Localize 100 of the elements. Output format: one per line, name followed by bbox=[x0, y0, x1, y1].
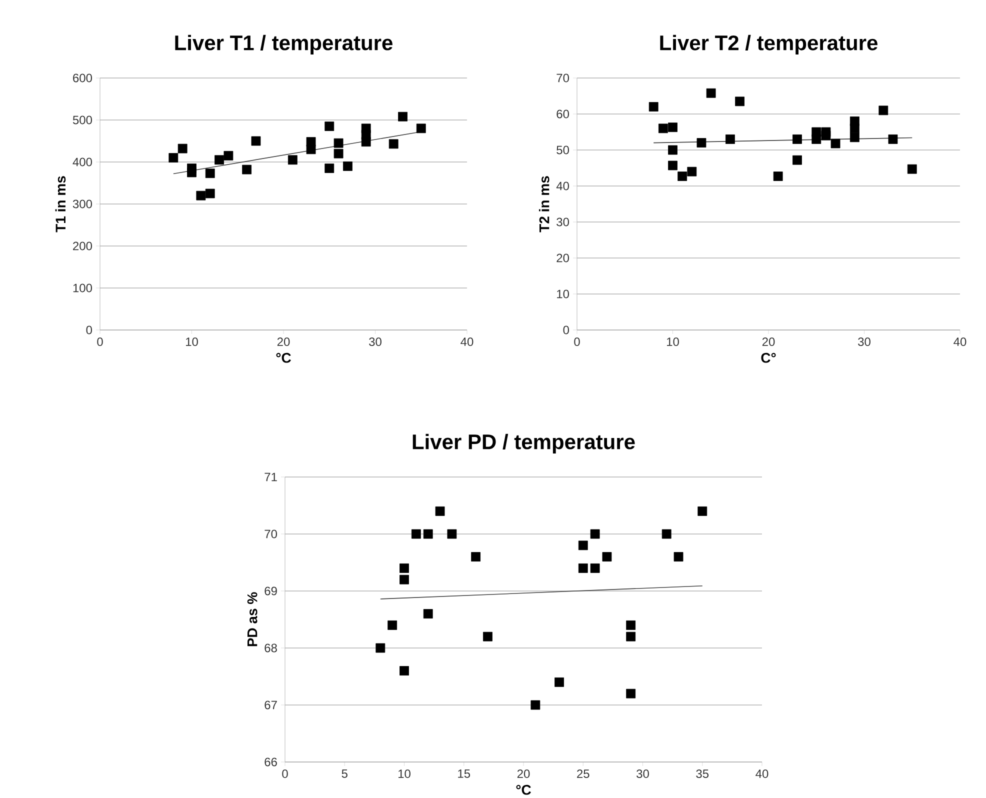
x-axis-title: °C bbox=[516, 784, 531, 795]
point bbox=[530, 700, 540, 710]
y-tick-label: 68 bbox=[264, 644, 277, 652]
x-tick-label: 10 bbox=[398, 769, 410, 778]
point bbox=[668, 145, 678, 155]
y-tick-label: 70 bbox=[556, 74, 570, 82]
point bbox=[830, 138, 840, 148]
point bbox=[251, 136, 261, 146]
point bbox=[687, 166, 697, 176]
point bbox=[187, 168, 196, 178]
x-tick-label: 30 bbox=[858, 337, 870, 346]
x-tick-label: 0 bbox=[97, 337, 103, 346]
point bbox=[205, 188, 215, 198]
point bbox=[696, 138, 706, 148]
point bbox=[376, 643, 386, 653]
x-tick-label: 10 bbox=[186, 337, 198, 346]
point bbox=[306, 144, 316, 154]
point bbox=[773, 172, 783, 181]
y-tick-label: 70 bbox=[264, 530, 278, 538]
x-tick-label: 40 bbox=[756, 769, 768, 778]
point bbox=[423, 609, 433, 618]
point bbox=[626, 688, 636, 698]
y-tick-label: 10 bbox=[557, 290, 570, 298]
y-tick-label: 500 bbox=[72, 116, 92, 124]
x-tick-label: 5 bbox=[342, 769, 348, 778]
x-tick-label: 15 bbox=[458, 769, 470, 778]
point bbox=[821, 130, 831, 140]
point bbox=[334, 148, 344, 158]
x-tick-label: 0 bbox=[574, 337, 580, 346]
y-tick-label: 0 bbox=[86, 326, 92, 334]
y-axis-title: T2 in ms bbox=[538, 176, 550, 232]
point bbox=[626, 632, 636, 642]
point bbox=[602, 552, 612, 562]
x-tick-label: 35 bbox=[696, 769, 709, 778]
point bbox=[674, 552, 684, 562]
chart-title: Liver T1 / temperature bbox=[175, 34, 392, 54]
y-tick-label: 40 bbox=[556, 182, 570, 190]
point bbox=[423, 529, 433, 539]
point bbox=[590, 563, 600, 573]
point bbox=[726, 134, 735, 144]
point bbox=[388, 620, 398, 630]
point bbox=[343, 161, 352, 171]
point bbox=[334, 138, 344, 148]
point bbox=[224, 150, 234, 160]
point bbox=[398, 112, 408, 122]
point bbox=[878, 106, 888, 116]
chart-title: Liver PD / temperature bbox=[412, 434, 635, 454]
point bbox=[662, 529, 672, 539]
y-tick-label: 66 bbox=[264, 758, 277, 766]
x-tick-label: 30 bbox=[369, 337, 382, 346]
point bbox=[658, 124, 668, 134]
point bbox=[907, 164, 917, 174]
x-tick-label: 25 bbox=[577, 769, 590, 778]
point bbox=[168, 153, 178, 162]
y-tick-label: 400 bbox=[72, 158, 92, 166]
point bbox=[698, 506, 708, 516]
point bbox=[668, 122, 678, 132]
y-tick-label: 67 bbox=[264, 700, 277, 710]
point bbox=[435, 506, 445, 516]
point bbox=[678, 172, 688, 181]
point bbox=[447, 529, 457, 539]
point bbox=[850, 124, 860, 134]
point bbox=[888, 134, 898, 144]
y-tick-label: 50 bbox=[556, 146, 570, 154]
point bbox=[648, 102, 658, 112]
y-tick-label: 300 bbox=[72, 200, 92, 208]
y-axis-title: T1 in ms bbox=[55, 176, 66, 232]
x-tick-label: 40 bbox=[460, 337, 474, 346]
point bbox=[242, 164, 252, 174]
point bbox=[706, 88, 716, 98]
y-tick-label: 20 bbox=[556, 254, 570, 262]
point bbox=[554, 677, 564, 687]
y-axis-title: PD as % bbox=[247, 592, 258, 646]
point bbox=[400, 574, 409, 584]
x-tick-label: 20 bbox=[762, 337, 775, 346]
point bbox=[812, 134, 822, 144]
point bbox=[626, 620, 636, 630]
point bbox=[411, 529, 421, 539]
x-tick-label: 10 bbox=[666, 337, 679, 346]
x-tick-label: 0 bbox=[282, 769, 288, 778]
point bbox=[324, 122, 334, 131]
point bbox=[668, 160, 678, 170]
x-tick-label: 20 bbox=[277, 337, 290, 346]
chart-title: Liver T2 / temperature bbox=[660, 34, 878, 54]
y-tick-label: 30 bbox=[556, 218, 570, 226]
point bbox=[196, 190, 206, 200]
point bbox=[590, 529, 600, 539]
point bbox=[578, 563, 588, 573]
point bbox=[471, 552, 480, 562]
point bbox=[400, 666, 409, 676]
y-tick-label: 200 bbox=[73, 242, 92, 250]
x-axis-title: °C bbox=[276, 352, 291, 363]
y-tick-label: 100 bbox=[73, 284, 92, 292]
point bbox=[792, 155, 802, 165]
point bbox=[792, 134, 802, 144]
point bbox=[388, 139, 398, 149]
x-tick-label: 20 bbox=[517, 769, 530, 778]
point bbox=[361, 137, 371, 146]
point bbox=[578, 540, 588, 550]
y-tick-label: 60 bbox=[556, 110, 570, 118]
